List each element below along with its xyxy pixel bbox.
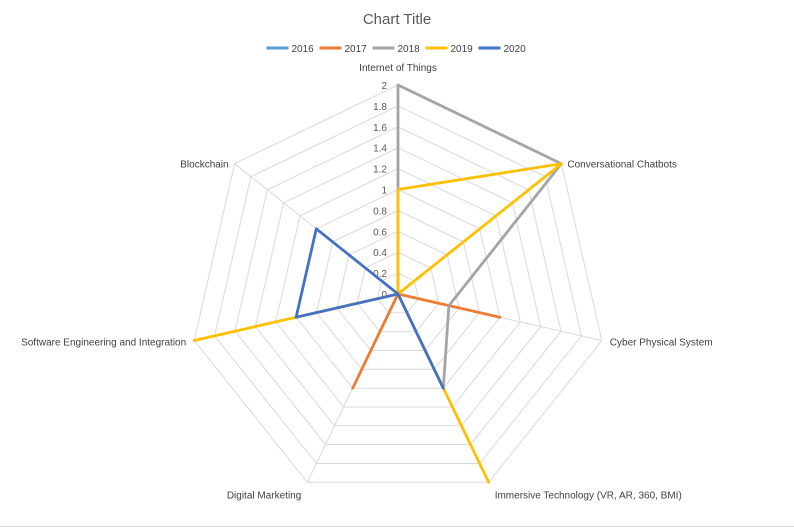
tick-label: 1.4 (373, 144, 387, 155)
legend-label: 2018 (398, 44, 421, 55)
legend: 2016 2017 2018 2019 2020 (266, 44, 527, 55)
category-label: Cyber Physical System (610, 338, 713, 349)
tick-label: 2 (381, 81, 387, 92)
category-label: Blockchain (180, 160, 228, 171)
tick-label: 1.8 (373, 102, 387, 113)
category-labels: Internet of Things Conversational Chatbot… (21, 63, 713, 501)
tick-label: 0.8 (373, 206, 387, 217)
tick-label: 0.4 (373, 248, 387, 259)
grid-ring (356, 251, 440, 333)
tick-label: 1.6 (373, 123, 387, 134)
category-label: Internet of Things (359, 63, 437, 74)
grid-ring (315, 209, 481, 370)
legend-label: 2020 (504, 44, 527, 55)
tick-label: 1 (381, 186, 387, 197)
tick-label: 0.2 (373, 269, 387, 280)
grid-ring (254, 147, 542, 427)
series-line-2020 (294, 227, 445, 390)
legend-label: 2017 (345, 44, 368, 55)
category-label: Digital Marketing (227, 490, 301, 501)
category-label: Conversational Chatbots (567, 160, 677, 171)
category-label: Software Engineering and Integration (21, 338, 186, 349)
grid-ring (377, 272, 419, 314)
series-line-2017 (351, 292, 502, 390)
bottom-border (0, 526, 794, 527)
radial-tick-labels: 0 0.2 0.4 0.6 0.8 1 1.2 1.4 1.6 1.8 2 (373, 81, 387, 301)
legend-label: 2019 (451, 44, 474, 55)
category-label: Immersive Technology (VR, AR, 360, BMI) (495, 490, 682, 501)
series-lines (192, 83, 563, 484)
tick-label: 0 (381, 290, 387, 301)
grid-ring (234, 126, 562, 446)
legend-label: 2016 (292, 44, 315, 55)
grid-ring (275, 168, 521, 408)
tick-label: 0.6 (373, 227, 387, 238)
tick-label: 1.2 (373, 165, 387, 176)
grid-ring (336, 230, 460, 351)
grid-ring (193, 84, 603, 483)
grid-ring (214, 105, 582, 464)
chart-title: Chart Title (363, 11, 431, 28)
